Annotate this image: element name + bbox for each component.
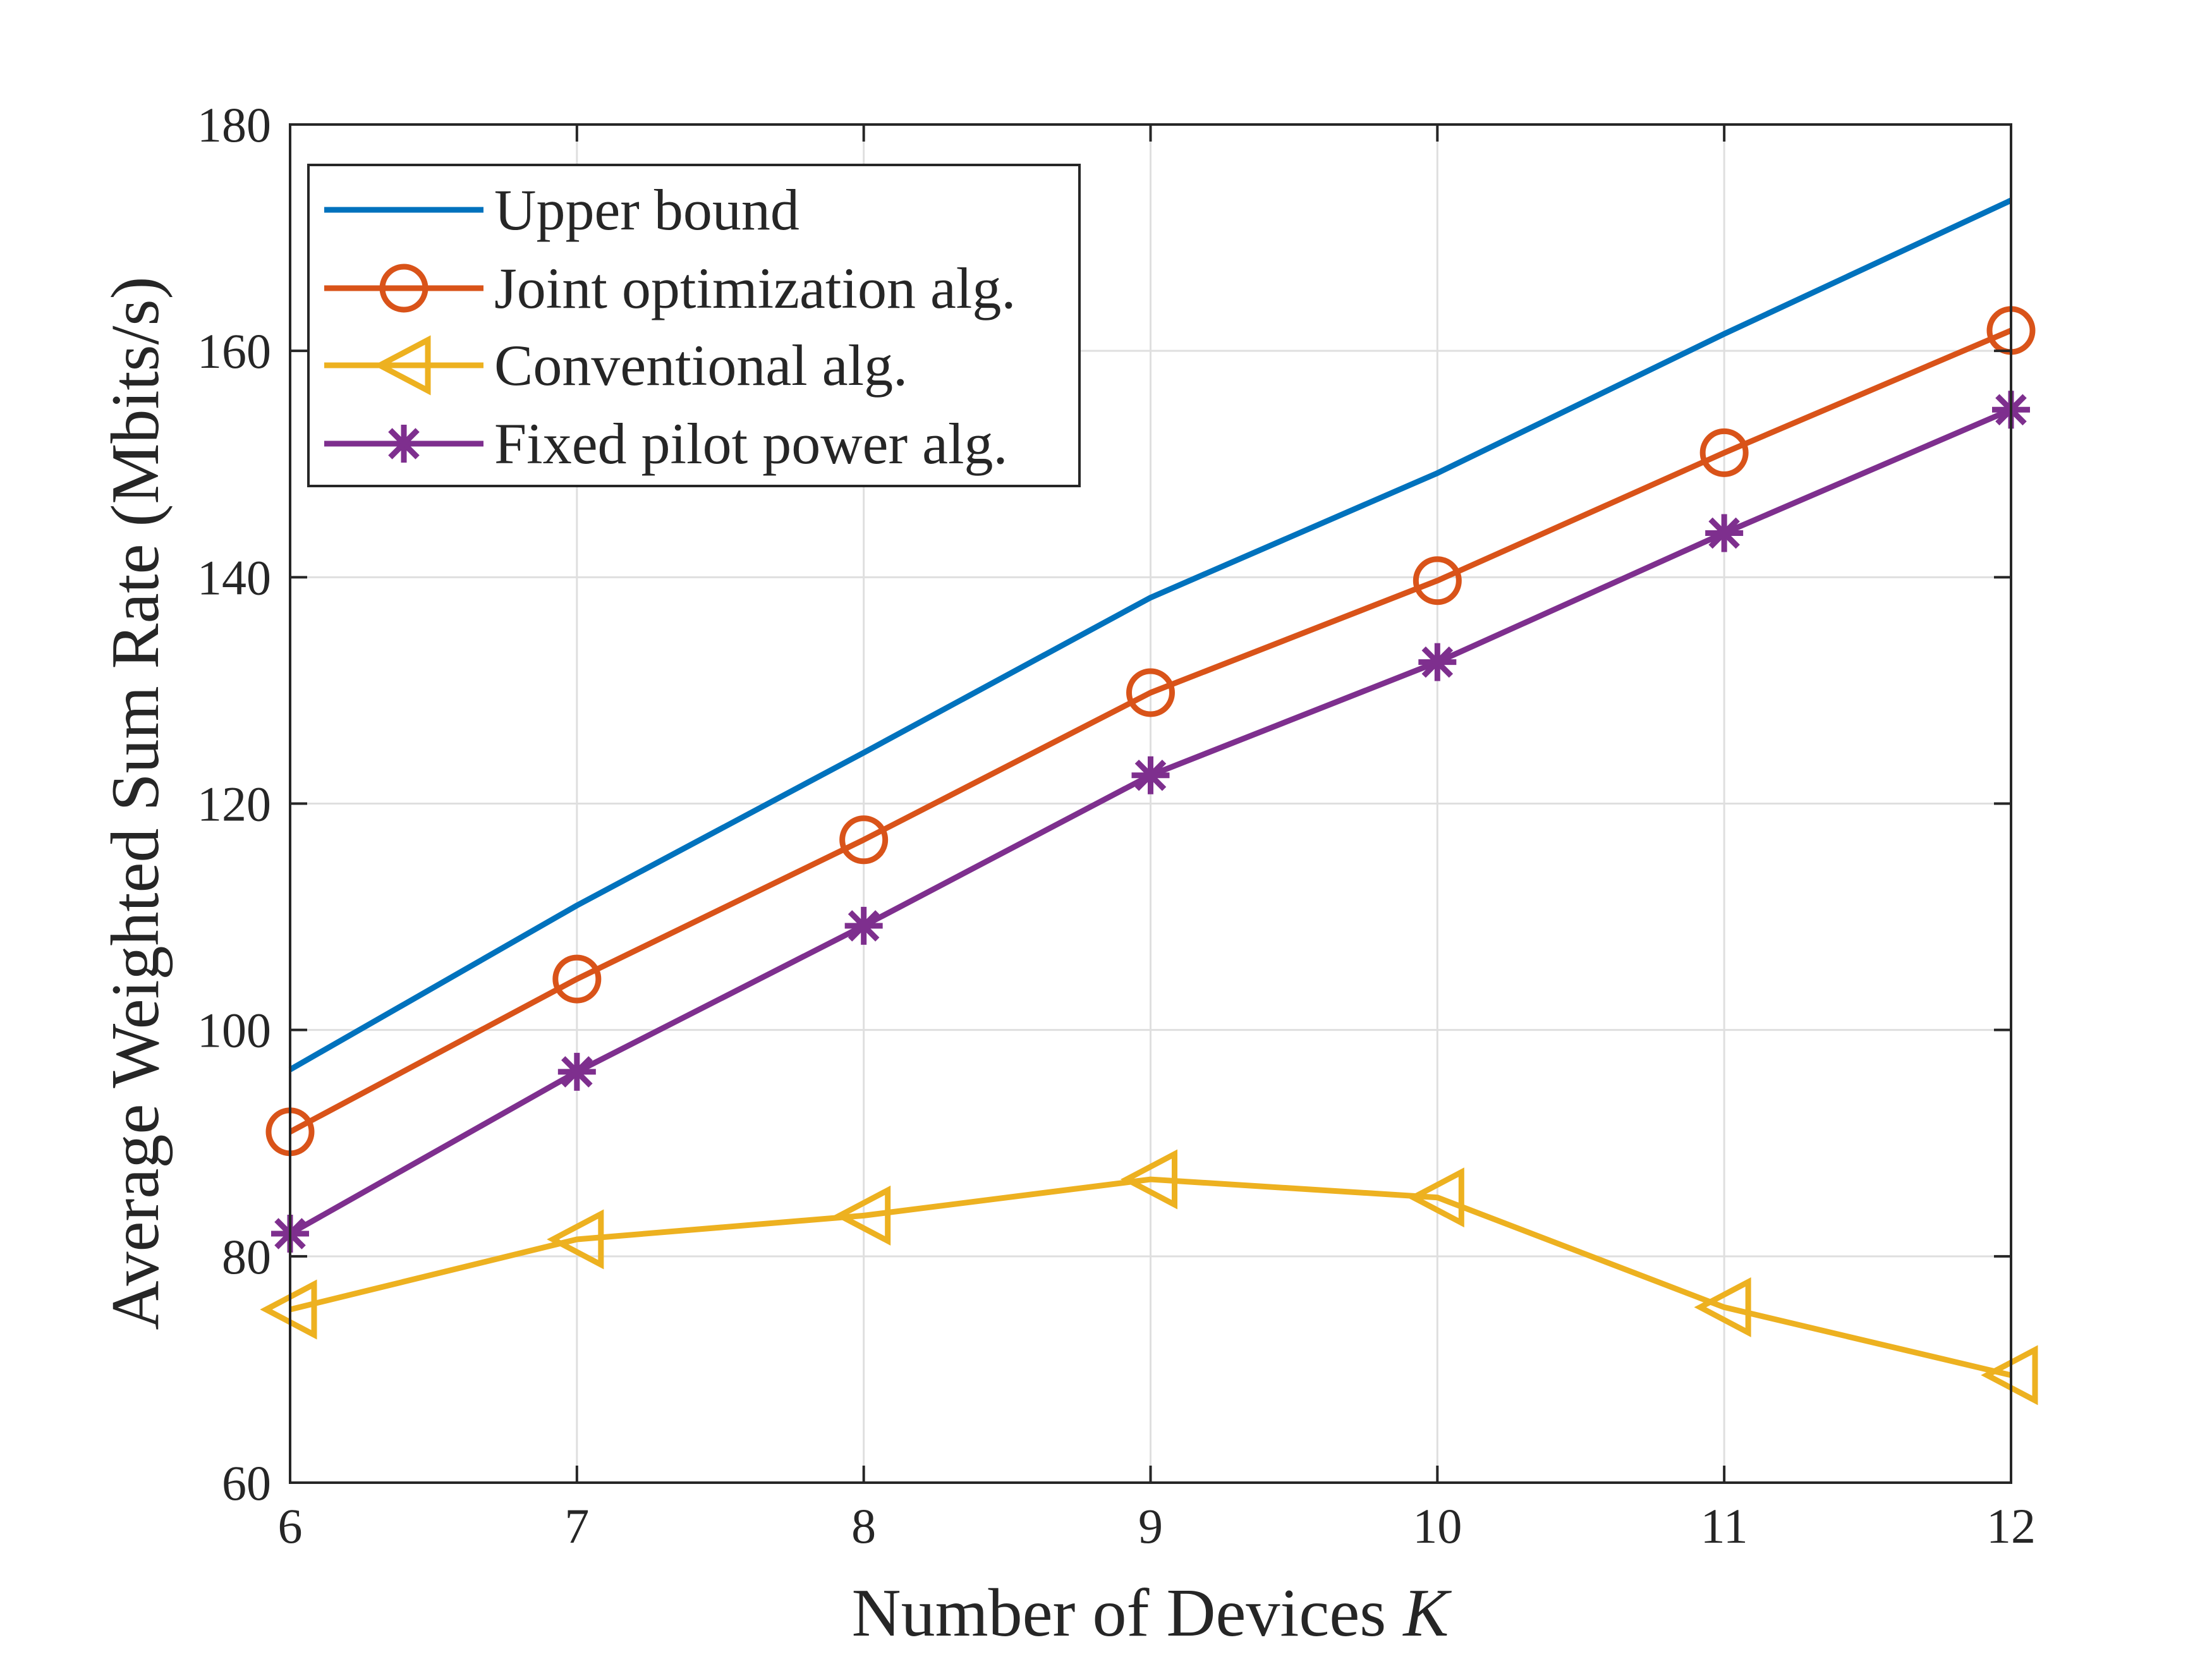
y-tick-label: 120 (197, 777, 271, 832)
y-axis-title: Average Weighted Sum Rate (Mbits/s) (98, 277, 173, 1330)
circle-marker (1699, 428, 1749, 477)
triangle-marker (1407, 1167, 1464, 1228)
legend-entry: Upper bound (324, 178, 799, 242)
y-tick-label: 80 (222, 1229, 271, 1284)
circle-marker (1413, 556, 1462, 605)
asterisk-stroke (1421, 646, 1454, 678)
x-axis-title-text: Number of Devices (852, 1576, 1404, 1651)
triangle-marker (547, 1209, 604, 1270)
series-0 (288, 197, 2012, 1073)
axis-ticks: 6 7 8 9 10 11 12 60 80 100 120 140 160 180 (197, 97, 2036, 1553)
series-1 (265, 306, 2036, 1157)
x-tick-label: 9 (1138, 1498, 1163, 1553)
x-tick-label: 8 (851, 1498, 876, 1553)
asterisk-marker (1131, 756, 1170, 794)
y-tick-label: 180 (197, 97, 271, 152)
x-tick-label: 12 (1986, 1498, 2036, 1553)
x-axis-title: Number of Devices K (852, 1576, 1452, 1651)
series-2 (260, 1149, 2038, 1406)
y-tick-label: 100 (197, 1003, 271, 1058)
asterisk-marker (557, 1052, 596, 1091)
y-tick-label: 160 (197, 324, 271, 379)
legend-label: Upper bound (494, 178, 799, 242)
series-line (288, 197, 2012, 1073)
legend-label: Joint optimization alg. (494, 256, 1016, 320)
legend-entry: Fixed pilot power alg. (324, 411, 1008, 476)
asterisk-stroke (848, 910, 880, 942)
legend-label: Fixed pilot power alg. (494, 411, 1008, 476)
legend-label: Conventional alg. (494, 333, 908, 398)
triangle-marker (834, 1185, 891, 1246)
circle-marker (1126, 668, 1175, 717)
asterisk-stroke (1134, 759, 1167, 791)
y-tick-label: 140 (197, 550, 271, 605)
asterisk-marker (385, 425, 423, 463)
legend-entry: Conventional alg. (324, 333, 908, 398)
legend-entry: Joint optimization alg. (324, 256, 1016, 320)
x-tick-label: 7 (564, 1498, 589, 1553)
grid (290, 125, 2011, 1483)
triangle-marker (374, 335, 431, 396)
asterisk-marker (1418, 643, 1457, 681)
triangle-marker (1694, 1277, 1751, 1337)
asterisk-marker (844, 906, 883, 945)
triangle-marker (1120, 1149, 1177, 1210)
circle-marker (839, 815, 889, 865)
series-line (288, 327, 2012, 1134)
x-axis-title-variable: K (1402, 1576, 1452, 1651)
x-tick-label: 6 (278, 1498, 303, 1553)
x-tick-label: 11 (1701, 1498, 1748, 1553)
asterisk-stroke (1708, 517, 1740, 549)
circle-marker (379, 264, 428, 313)
x-tick-label: 10 (1413, 1498, 1462, 1553)
asterisk-marker (1705, 514, 1744, 552)
legend-box (307, 164, 1081, 487)
legend: Upper bound Joint optimization alg. Conven… (307, 164, 1081, 487)
y-tick-label: 60 (222, 1455, 271, 1510)
series-line (289, 1176, 2012, 1378)
asterisk-stroke (561, 1056, 593, 1088)
asterisk-stroke (388, 428, 420, 459)
circle-marker (552, 954, 602, 1004)
